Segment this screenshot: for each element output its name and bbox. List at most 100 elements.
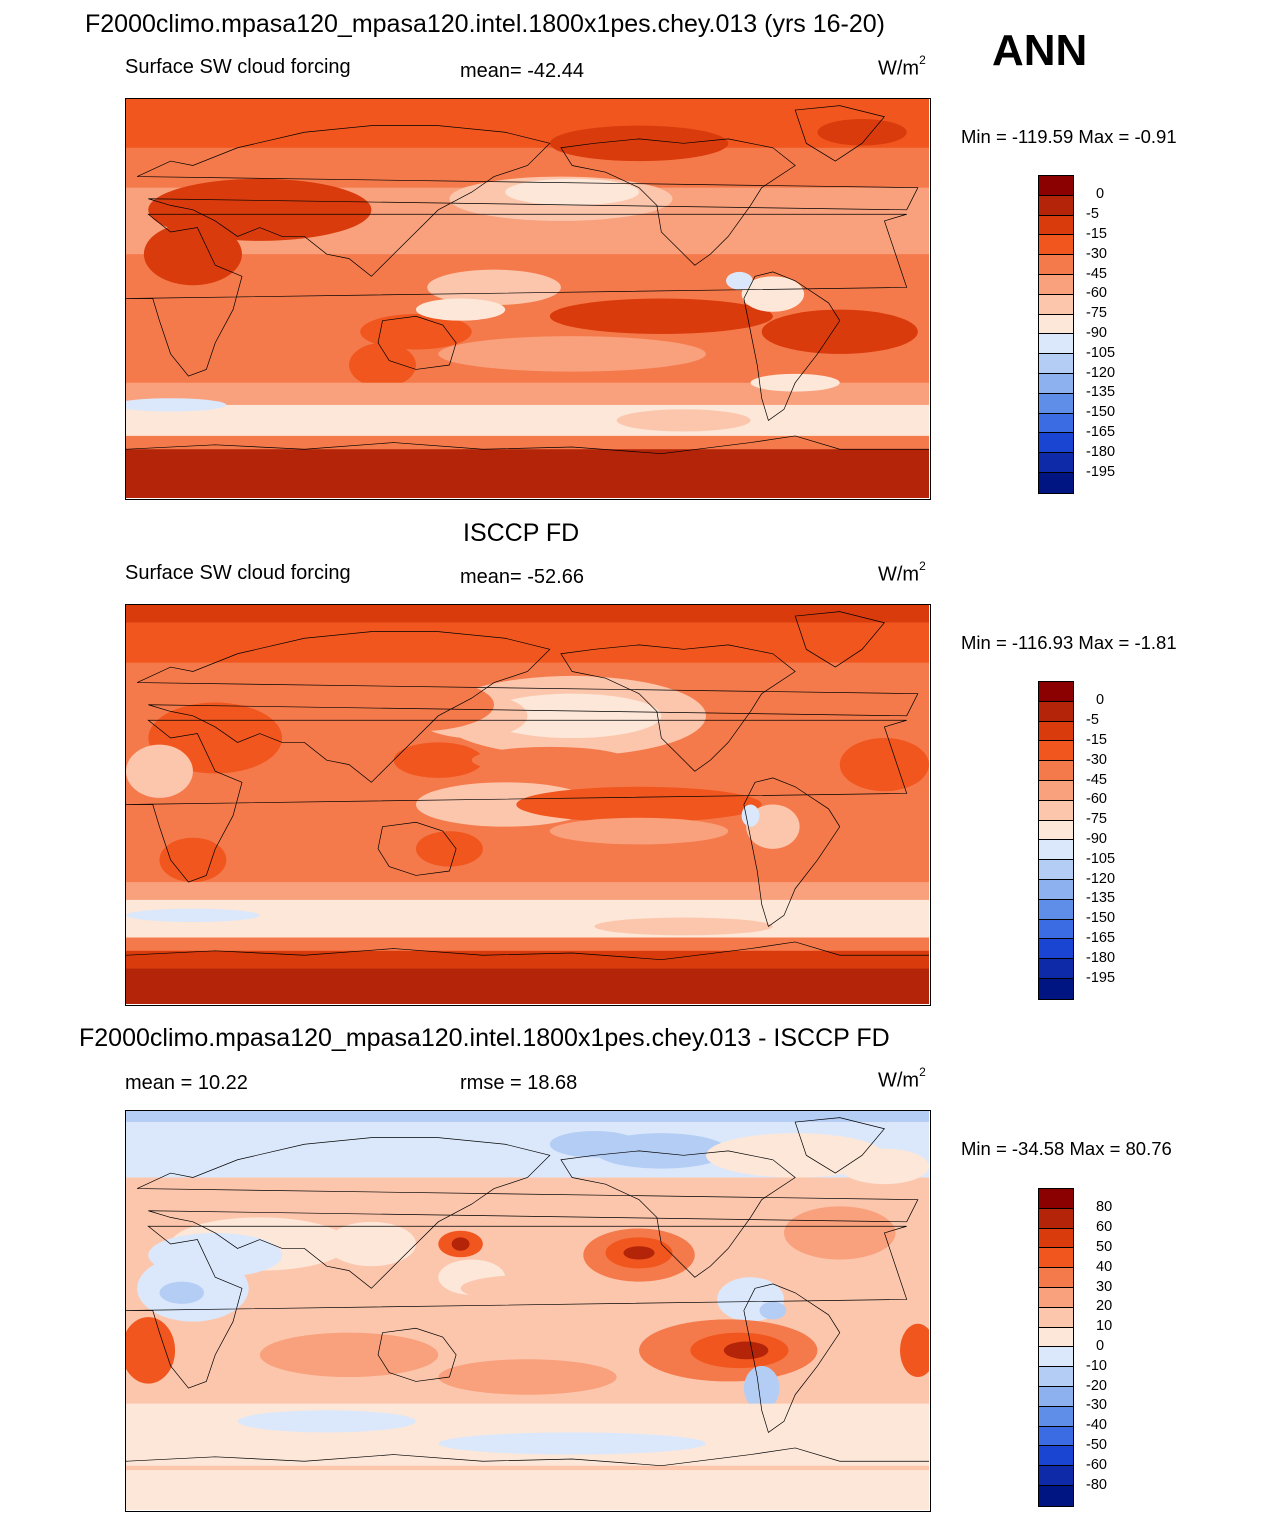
colorbar-box [1039,1466,1073,1486]
colorbar-label: 60 [1096,1219,1113,1236]
colorbar-label: -40 [1086,1417,1107,1434]
field-blob [817,118,907,146]
panel3-rmse: rmse = 18.68 [460,1072,578,1094]
coastline [137,1138,918,1289]
colorbar-box [1039,1367,1073,1387]
colorbar-label: -60 [1086,285,1107,302]
colorbar-label: 10 [1096,1318,1113,1335]
field-blob [259,1332,439,1377]
coastline [126,720,907,882]
panel2-mean: mean= -52.66 [460,566,584,588]
colorbar-label: 20 [1096,1298,1113,1315]
colorbar-box [1039,701,1073,722]
field-blob [594,917,773,936]
field-blob [143,223,242,286]
colorbar-box [1039,195,1073,216]
panel2-units: W/m2 [878,559,926,586]
panel1-units: W/m2 [878,53,926,80]
field-blob [549,1130,640,1158]
colorbar-box [1039,1426,1073,1447]
field-blob [393,742,483,778]
colorbar-label: -80 [1086,1476,1107,1493]
colorbar-box [1039,413,1073,434]
coastline [126,436,929,454]
panel2-colorbar [1038,681,1074,1000]
colorbar-label: -50 [1086,1436,1107,1453]
field-blob [126,744,193,798]
coastline [795,106,884,161]
field-blob [159,1281,205,1304]
colorbar-box [1039,1446,1073,1467]
panel2-field-label: Surface SW cloud forcing [125,562,351,584]
colorbar-box [1039,255,1073,275]
field-blob [126,1317,176,1384]
colorbar-label: 40 [1096,1258,1113,1275]
panel3-colorbar [1038,1188,1074,1507]
colorbar-label: 0 [1096,186,1105,203]
colorbar-box [1039,939,1073,960]
field-band [126,382,929,405]
colorbar-label: -195 [1086,969,1116,986]
colorbar-box [1039,1327,1073,1348]
colorbar-label: 80 [1096,1199,1113,1216]
field-blob [616,409,751,432]
field-band [126,950,929,969]
field-blob [471,746,628,774]
field-blob [549,125,729,162]
colorbar-label: -75 [1086,305,1107,322]
colorbar-label: -180 [1086,949,1116,966]
field-blob [126,398,227,412]
field-band [126,968,929,1004]
coastline [744,1284,840,1433]
field-blob [360,314,472,350]
colorbar-box [1039,334,1073,355]
colorbar-box [1039,1307,1073,1328]
field-blob [460,1275,595,1302]
field-band [126,1111,929,1123]
field-blob [326,1221,416,1267]
colorbar-label: -120 [1086,364,1116,381]
panel1-minmax: Min = -119.59 Max = -0.91 [961,126,1177,147]
coastline [795,1118,884,1173]
coastline [744,272,840,421]
colorbar-box [1039,472,1073,493]
field-blob [741,804,760,827]
field-band [126,99,929,148]
panel1-colorbar [1038,175,1074,494]
field-band [126,937,929,951]
field-blob [482,693,662,738]
colorbar-label: -5 [1086,712,1099,729]
colorbar-box [1039,721,1073,742]
coastline [137,632,918,783]
field-blob [839,1148,929,1185]
coastline [561,139,795,265]
field-blob [623,1246,655,1260]
panel3-mean: mean = 10.22 [125,1072,248,1094]
colorbar-label: -135 [1086,384,1116,401]
colorbar-label: 0 [1096,1337,1105,1354]
coastline [561,645,795,771]
field-blob [337,678,495,732]
season-label: ANN [992,26,1088,75]
coastline [126,942,929,960]
panel3-title: F2000climo.mpasa120_mpasa120.intel.1800x… [79,1024,890,1052]
panel2-minmax: Min = -116.93 Max = -1.81 [961,632,1177,653]
colorbar-label: -150 [1086,910,1116,927]
field-blob [126,908,260,922]
field-blob [743,1365,780,1411]
coastline [561,1151,795,1277]
colorbar-box [1039,176,1073,196]
field-blob [741,276,805,312]
panel3-map [125,1110,931,1512]
field-blob [900,1323,929,1377]
colorbar-label: -90 [1086,830,1107,847]
field-band [126,449,929,498]
colorbar-label: 0 [1096,692,1105,709]
field-blob [549,817,729,845]
field-band [126,622,929,663]
colorbar-box [1039,820,1073,841]
field-blob [839,738,929,792]
colorbar-label: -75 [1086,811,1107,828]
colorbar-label: -195 [1086,463,1116,480]
colorbar-box [1039,1248,1073,1269]
